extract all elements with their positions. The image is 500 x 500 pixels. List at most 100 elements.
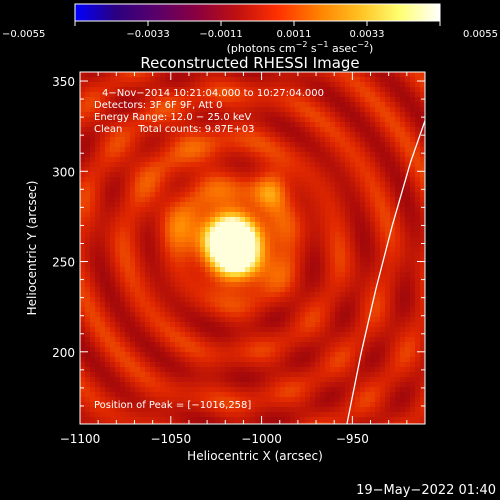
- heatmap-cell: [90, 382, 96, 388]
- heatmap-cell: [250, 162, 256, 168]
- heatmap-cell: [265, 417, 271, 423]
- heatmap-cell: [345, 77, 351, 83]
- heatmap-cell: [195, 177, 201, 183]
- heatmap-cell: [290, 332, 296, 338]
- heatmap-cell: [300, 392, 306, 398]
- heatmap-cell: [305, 357, 311, 363]
- heatmap-cell: [125, 227, 131, 233]
- heatmap-cell: [175, 282, 181, 288]
- heatmap-cell: [300, 397, 306, 403]
- heatmap-cell: [130, 107, 136, 113]
- heatmap-cell: [245, 117, 251, 123]
- heatmap-cell: [355, 337, 361, 343]
- heatmap-cell: [330, 137, 336, 143]
- heatmap-cell: [165, 147, 171, 153]
- heatmap-cell: [260, 187, 266, 193]
- heatmap-cell: [225, 317, 231, 323]
- heatmap-cell: [165, 177, 171, 183]
- heatmap-cell: [420, 122, 425, 128]
- heatmap-cell: [185, 107, 191, 113]
- heatmap-cell: [160, 397, 166, 403]
- heatmap-cell: [280, 157, 286, 163]
- heatmap-cell: [160, 287, 166, 293]
- heatmap-cell: [295, 257, 301, 263]
- heatmap-cell: [85, 297, 91, 303]
- heatmap-cell: [310, 362, 316, 368]
- heatmap-cell: [80, 117, 86, 123]
- heatmap-cell: [325, 332, 331, 338]
- heatmap-cell: [125, 297, 131, 303]
- heatmap-cell: [110, 177, 116, 183]
- heatmap-cell: [415, 332, 421, 338]
- heatmap-cell: [360, 322, 366, 328]
- heatmap-cell: [185, 127, 191, 133]
- heatmap-cell: [315, 392, 321, 398]
- heatmap-cell: [160, 257, 166, 263]
- heatmap-cell: [340, 127, 346, 133]
- heatmap-cell: [380, 122, 386, 128]
- heatmap-cell: [280, 202, 286, 208]
- heatmap-cell: [400, 252, 406, 258]
- heatmap-cell: [270, 92, 276, 98]
- heatmap-cell: [115, 297, 121, 303]
- heatmap-cell: [310, 117, 316, 123]
- heatmap-cell: [255, 97, 261, 103]
- heatmap-cell: [230, 422, 236, 424]
- heatmap-cell: [210, 237, 216, 243]
- heatmap-cell: [350, 82, 356, 88]
- heatmap-cell: [180, 362, 186, 368]
- heatmap-cell: [315, 277, 321, 283]
- heatmap-cell: [320, 247, 326, 253]
- heatmap-cell: [140, 182, 146, 188]
- heatmap-cell: [280, 267, 286, 273]
- heatmap-cell: [415, 252, 421, 258]
- heatmap-cell: [350, 97, 356, 103]
- heatmap-cell: [80, 392, 86, 398]
- heatmap-cell: [205, 182, 211, 188]
- heatmap-cell: [375, 327, 381, 333]
- heatmap-cell: [260, 202, 266, 208]
- heatmap-cell: [400, 132, 406, 138]
- heatmap-cell: [155, 82, 161, 88]
- heatmap-cell: [210, 177, 216, 183]
- heatmap-cell: [420, 182, 425, 188]
- heatmap-cell: [335, 147, 341, 153]
- heatmap-cell: [405, 342, 411, 348]
- heatmap-cell: [350, 322, 356, 328]
- heatmap-cell: [190, 322, 196, 328]
- heatmap-cell: [420, 112, 425, 118]
- heatmap-cell: [310, 317, 316, 323]
- heatmap-cell: [140, 142, 146, 148]
- heatmap-cell: [145, 272, 151, 278]
- heatmap-cell: [345, 317, 351, 323]
- heatmap-cell: [85, 87, 91, 93]
- heatmap-cell: [320, 92, 326, 98]
- heatmap-cell: [155, 357, 161, 363]
- heatmap-cell: [380, 272, 386, 278]
- heatmap-cell: [155, 107, 161, 113]
- heatmap-cell: [365, 92, 371, 98]
- heatmap-cell: [375, 147, 381, 153]
- heatmap-cell: [315, 87, 321, 93]
- heatmap-cell: [315, 387, 321, 393]
- heatmap-cell: [285, 387, 291, 393]
- heatmap-cell: [395, 317, 401, 323]
- heatmap-cell: [215, 382, 221, 388]
- heatmap-cell: [215, 422, 221, 424]
- heatmap-cell: [295, 132, 301, 138]
- heatmap-cell: [130, 147, 136, 153]
- heatmap-cell: [400, 207, 406, 213]
- heatmap-cell: [335, 302, 341, 308]
- heatmap-cell: [340, 117, 346, 123]
- heatmap-cell: [265, 367, 271, 373]
- heatmap-cell: [350, 292, 356, 298]
- heatmap-cell: [380, 257, 386, 263]
- heatmap-cell: [255, 212, 261, 218]
- heatmap-cell: [100, 197, 106, 203]
- heatmap-cell: [360, 277, 366, 283]
- heatmap-cell: [415, 317, 421, 323]
- heatmap-cell: [300, 157, 306, 163]
- heatmap-cell: [275, 157, 281, 163]
- heatmap-cell: [225, 197, 231, 203]
- heatmap-cell: [115, 302, 121, 308]
